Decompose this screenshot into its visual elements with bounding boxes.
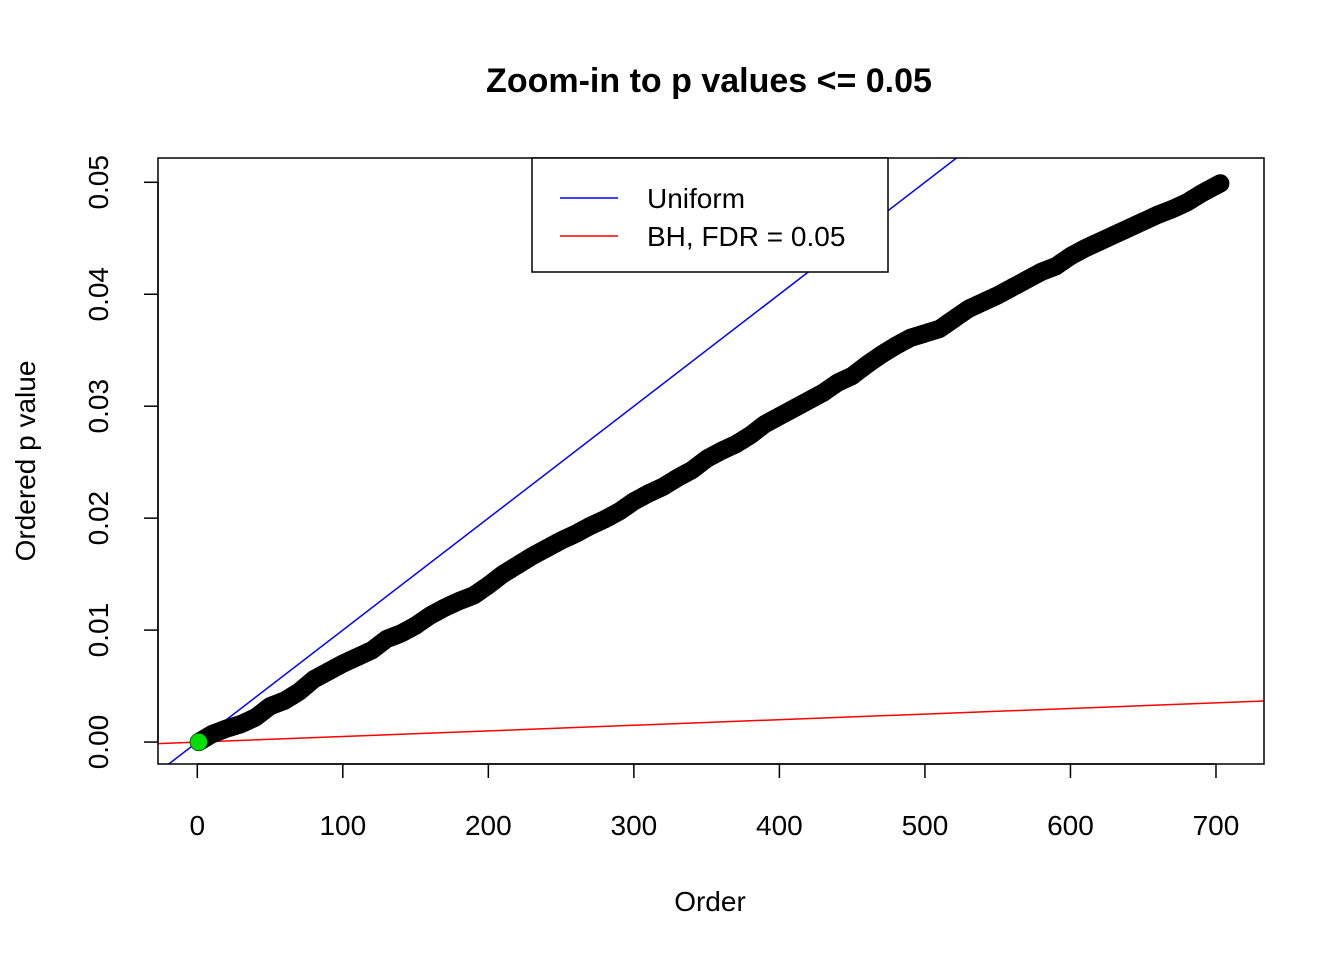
data-point [1211, 174, 1230, 193]
x-tick-label: 500 [902, 810, 949, 841]
legend-label-uniform: Uniform [647, 183, 745, 214]
x-tick-label: 200 [465, 810, 512, 841]
uniform-line [167, 158, 958, 764]
x-tick-label: 300 [611, 810, 658, 841]
highlight-point [190, 733, 208, 751]
x-axis: 0 100 200 300 400 500 600 700 [190, 763, 1240, 841]
bh-line [158, 700, 1264, 745]
legend-label-bh: BH, FDR = 0.05 [647, 221, 845, 252]
x-tick-label: 600 [1047, 810, 1094, 841]
y-tick-label: 0.00 [83, 715, 114, 770]
y-tick-label: 0.01 [83, 603, 114, 658]
y-axis: 0.00 0.01 0.02 0.03 0.04 0.05 [83, 155, 159, 770]
x-axis-label: Order [674, 886, 746, 917]
y-tick-label: 0.03 [83, 379, 114, 434]
y-tick-label: 0.02 [83, 491, 114, 546]
x-tick-label: 0 [190, 810, 206, 841]
y-tick-label: 0.05 [83, 155, 114, 210]
data-points [189, 174, 1230, 752]
x-tick-label: 700 [1193, 810, 1240, 841]
reference-lines [158, 158, 1264, 764]
legend: Uniform BH, FDR = 0.05 [531, 157, 889, 273]
chart-title: Zoom-in to p values <= 0.05 [486, 62, 932, 100]
x-tick-label: 100 [319, 810, 366, 841]
y-axis-label: Ordered p value [10, 361, 41, 562]
x-tick-label: 400 [756, 810, 803, 841]
y-tick-label: 0.04 [83, 267, 114, 322]
legend-box [531, 157, 889, 273]
